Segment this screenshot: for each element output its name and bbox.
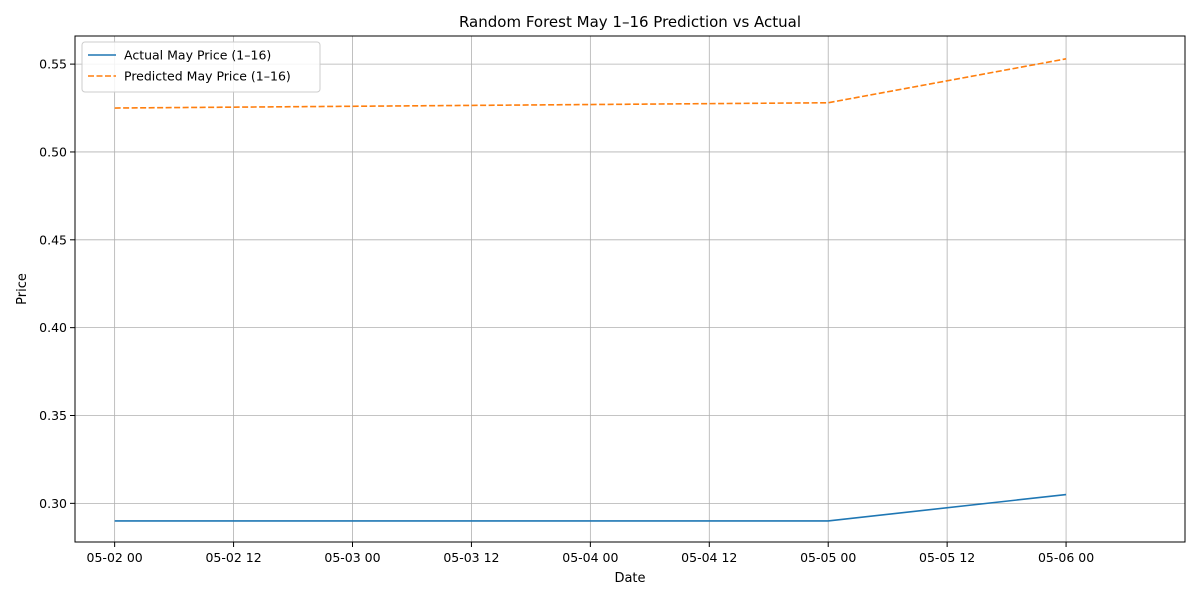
x-axis: 05-02 00 05-02 12 05-03 00 05-03 12 05-04 00… (87, 542, 1094, 565)
x-tick-label: 05-05 00 (800, 550, 856, 565)
y-tick-label: 0.55 (39, 57, 67, 72)
x-tick-label: 05-02 00 (87, 550, 143, 565)
x-tick-label: 05-03 12 (443, 550, 499, 565)
legend-label-1: Predicted May Price (1–16) (124, 69, 291, 84)
x-tick-label: 05-03 00 (324, 550, 380, 565)
y-tick-label: 0.45 (39, 232, 67, 247)
legend-label-0: Actual May Price (1–16) (124, 48, 271, 63)
x-tick-label: 05-04 00 (562, 550, 618, 565)
x-tick-label: 05-05 12 (919, 550, 975, 565)
y-tick-label: 0.35 (39, 408, 67, 423)
chart-title: Random Forest May 1–16 Prediction vs Act… (459, 13, 801, 31)
x-tick-label: 05-04 12 (681, 550, 737, 565)
series-lines (114, 58, 1067, 522)
x-axis-label: Date (614, 571, 645, 586)
y-tick-label: 0.30 (39, 496, 67, 511)
x-tick-label: 05-02 12 (205, 550, 261, 565)
legend: Actual May Price (1–16) Predicted May Pri… (81, 41, 321, 93)
grid (75, 36, 1185, 542)
y-tick-label: 0.40 (39, 320, 67, 335)
y-axis: 0.30 0.35 0.40 0.45 0.50 0.55 (39, 57, 75, 511)
x-tick-label: 05-06 00 (1038, 550, 1094, 565)
y-tick-label: 0.50 (39, 144, 67, 159)
plot-frame (74, 35, 1186, 543)
series-line-0 (114, 493, 1067, 522)
y-axis-label: Price (15, 273, 30, 305)
legend-box (81, 41, 321, 93)
